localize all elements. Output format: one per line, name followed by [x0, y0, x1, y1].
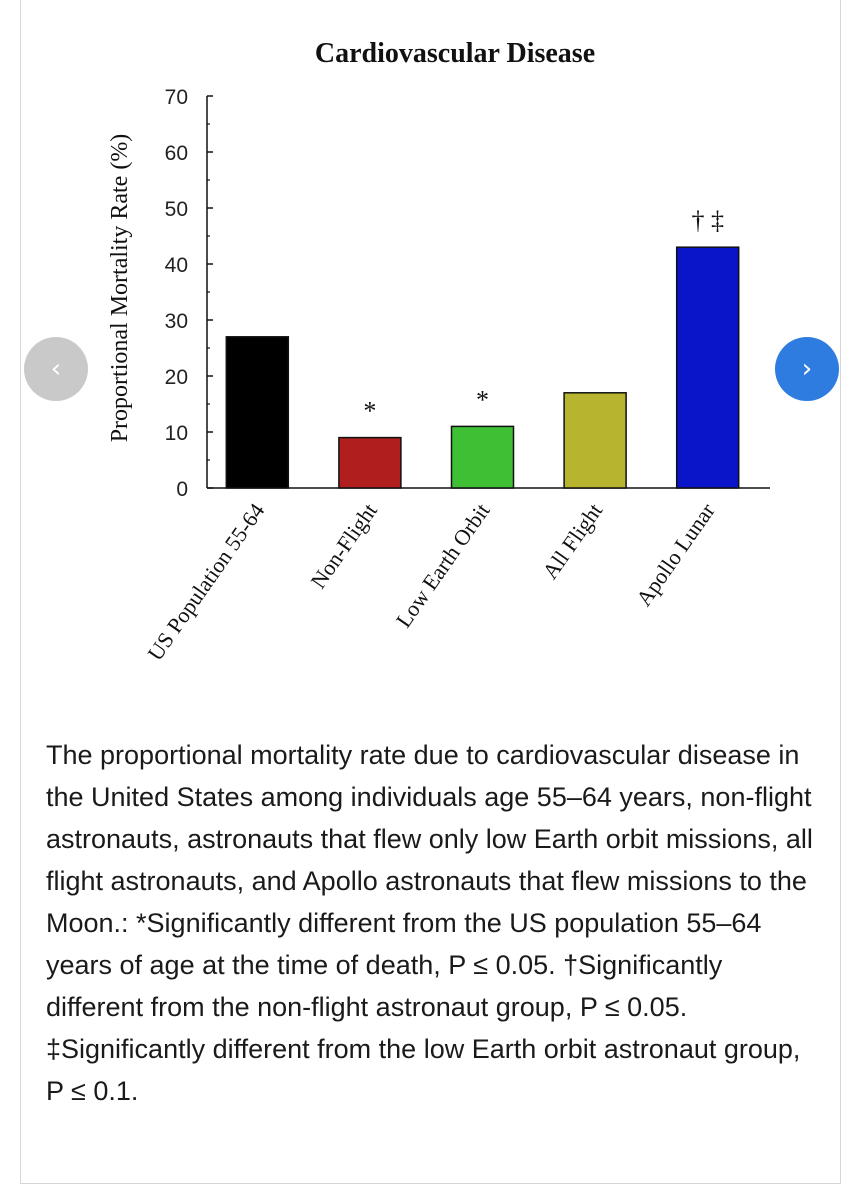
significance-marker: † ‡ [691, 206, 724, 235]
y-tick-label: 60 [165, 142, 188, 165]
bar-3 [450, 425, 515, 489]
bar-chart: Cardiovascular Disease Proportional Morta… [107, 38, 770, 666]
y-tick-label: 10 [165, 422, 188, 445]
x-tick-label: Low Earth Orbit [391, 499, 495, 632]
y-tick-label: 20 [165, 366, 188, 389]
significance-marker: * [363, 397, 376, 426]
y-tick-label: 70 [165, 86, 188, 109]
figure-card [20, 0, 841, 1184]
chart-area: Cardiovascular Disease Proportional Morta… [107, 38, 770, 666]
bar-4 [563, 392, 627, 489]
bar-2 [338, 436, 402, 489]
chart-title: Cardiovascular Disease [315, 38, 595, 69]
figure-caption: The proportional mortality rate due to c… [46, 740, 813, 1106]
x-tick-label: All Flight [537, 499, 607, 584]
y-tick-label: 40 [165, 254, 188, 277]
chevron-left-icon: ‹ [50, 354, 62, 384]
y-tick-label: 30 [165, 310, 188, 333]
bar-5 [675, 246, 740, 489]
significance-marker: * [476, 385, 489, 414]
x-tick-label: Non-Flight [305, 499, 382, 593]
y-tick-label: 0 [176, 478, 188, 501]
chevron-right-icon: › [801, 354, 813, 384]
x-tick-label: US Population 55-64 [142, 499, 269, 666]
x-tick-label: Apollo Lunar [631, 498, 720, 610]
next-button[interactable]: › [775, 337, 839, 401]
bar-1 [225, 336, 290, 489]
y-axis-label: Proportional Mortality Rate (%) [107, 134, 133, 443]
y-tick-label: 50 [165, 198, 188, 221]
previous-button[interactable]: ‹ [24, 337, 88, 401]
